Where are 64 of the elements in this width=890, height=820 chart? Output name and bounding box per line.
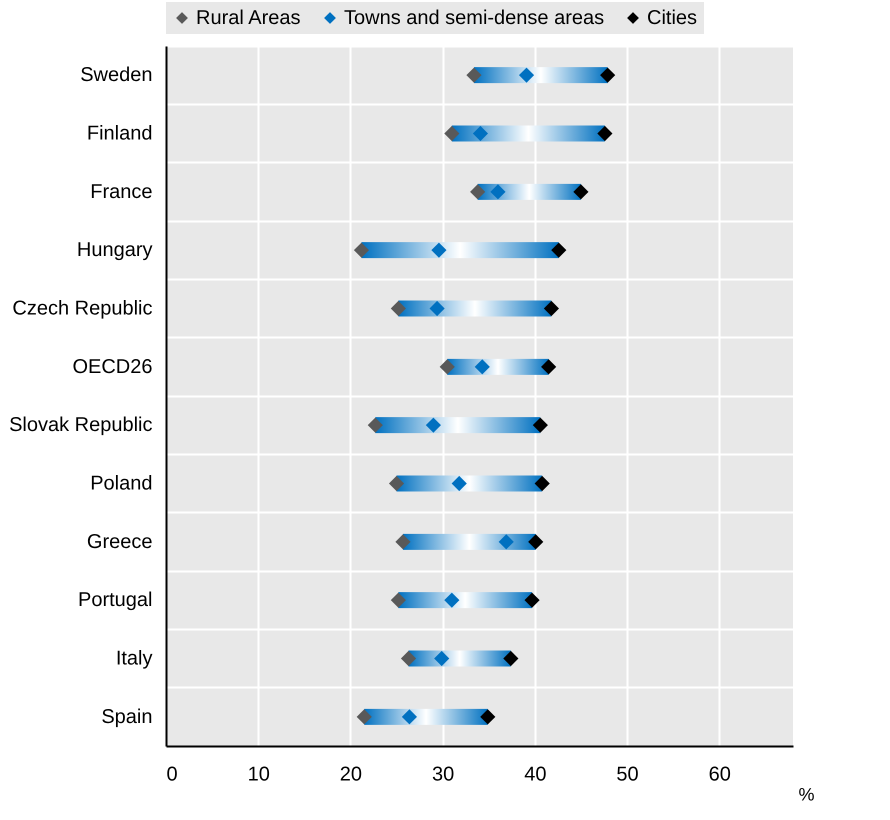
y-tick-label: Czech Republic: [12, 298, 152, 320]
point: [388, 476, 404, 492]
y-tick-label: Hungary: [76, 239, 152, 262]
point: [400, 650, 416, 666]
point: [551, 242, 566, 258]
x-tick-label: 60: [708, 764, 731, 786]
point: [440, 359, 455, 374]
y-tick-label: Italy: [116, 648, 152, 670]
y-tick-label: Spain: [101, 706, 152, 728]
point: [480, 709, 496, 724]
y-tick-label: Finland: [86, 122, 152, 144]
point: [503, 650, 518, 666]
point: [434, 650, 450, 666]
bar: [452, 126, 605, 142]
point: [444, 592, 460, 608]
legend-label: Cities: [647, 7, 698, 29]
point: [518, 68, 534, 83]
x-tick-label: 40: [524, 764, 546, 786]
point: [402, 709, 418, 724]
point: [474, 359, 490, 374]
x-tick-label: 50: [616, 764, 639, 786]
bar: [398, 300, 552, 316]
point: [395, 534, 411, 550]
point: [356, 709, 372, 724]
legend-label: Rural Areas: [196, 7, 300, 29]
point: [498, 534, 514, 550]
point: [390, 300, 406, 316]
point: [532, 418, 548, 433]
bar: [361, 242, 559, 258]
point: [472, 126, 488, 142]
point: [544, 300, 560, 316]
point: [466, 68, 482, 83]
bar: [396, 476, 542, 492]
point: [431, 242, 447, 258]
point: [597, 126, 612, 142]
point: [490, 184, 506, 200]
y-tick-label: OECD26: [72, 356, 152, 378]
x-axis-title: %: [798, 784, 815, 804]
x-tick-label: 20: [340, 764, 362, 786]
point: [534, 476, 550, 492]
y-tick-label: Slovak Republic: [9, 414, 152, 436]
point: [368, 418, 383, 433]
y-tick-label: France: [90, 180, 152, 203]
point: [541, 359, 556, 374]
point: [444, 126, 460, 142]
point: [426, 418, 441, 433]
point: [452, 476, 467, 492]
bar: [375, 417, 540, 434]
legend-label: Towns and semi-dense areas: [344, 7, 604, 29]
x-tick-label: 0: [166, 764, 178, 786]
point: [528, 534, 544, 550]
point: [470, 184, 486, 200]
point: [390, 592, 406, 608]
point: [573, 184, 589, 200]
y-tick-label: Sweden: [80, 64, 152, 86]
x-tick-label: 30: [432, 764, 454, 786]
y-tick-label: Portugal: [78, 589, 152, 612]
x-tick-label: 10: [248, 764, 270, 786]
point: [354, 242, 370, 258]
point: [600, 68, 616, 83]
point: [430, 300, 445, 316]
y-tick-label: Poland: [90, 472, 152, 494]
point: [524, 592, 540, 608]
y-tick-label: Greece: [86, 530, 152, 553]
